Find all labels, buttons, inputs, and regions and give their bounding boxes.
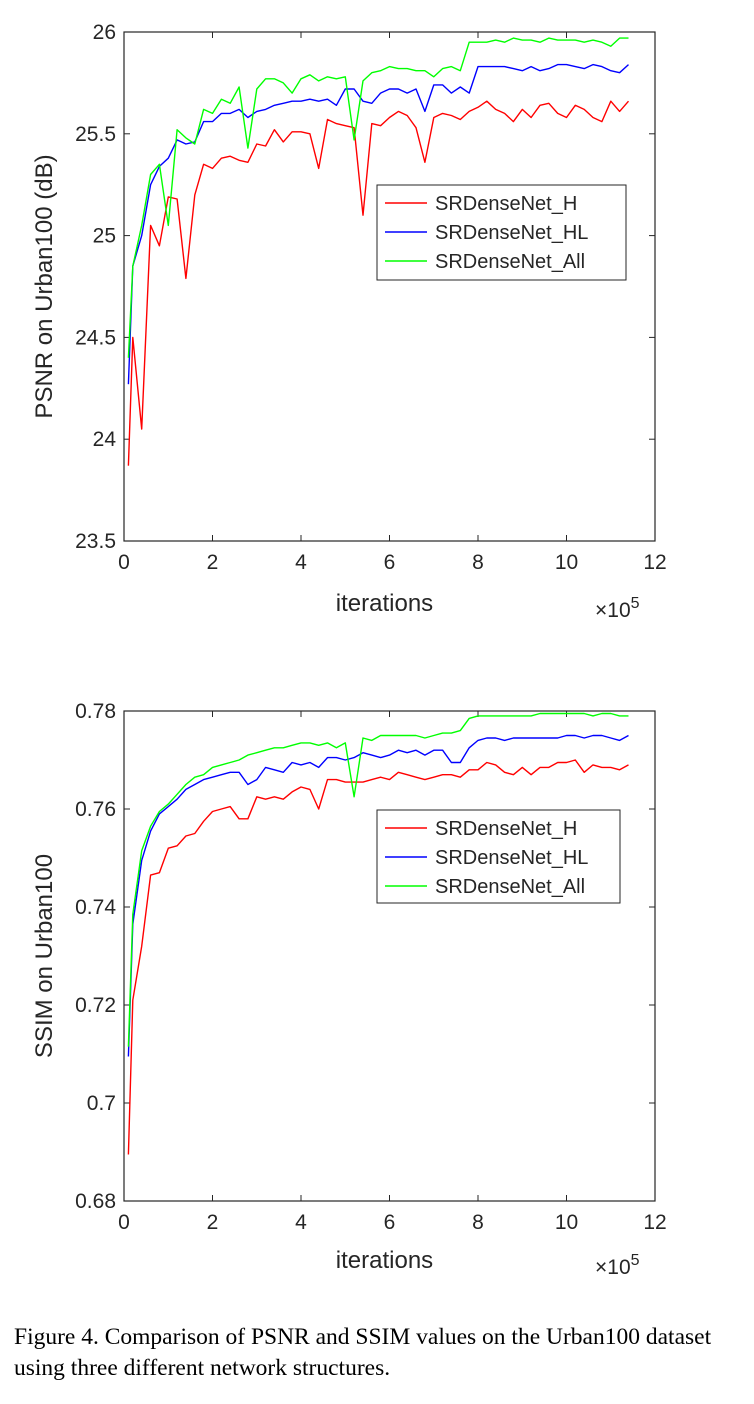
x-multiplier-label: ×105	[595, 1252, 640, 1279]
series-line-SRDenseNet_HL	[127, 63, 629, 385]
x-tick-label: 2	[207, 1211, 219, 1234]
figure-caption: Figure 4. Comparison of PSNR and SSIM va…	[14, 1324, 712, 1381]
y-tick-label: 0.72	[75, 994, 116, 1017]
plot-frame	[123, 31, 656, 542]
x-axis-label: iterations	[336, 1247, 433, 1274]
y-tick-label: 26	[93, 21, 116, 44]
series-line-SRDenseNet_HL	[127, 734, 629, 1057]
x-tick-label: 12	[643, 1211, 666, 1234]
x-axis-label: iterations	[336, 590, 433, 617]
x-tick-label: 10	[555, 551, 578, 574]
ssim-chart: 0 2 4 6 8 10 12 0.68 0.7 0.72 0.74 0.76 0.78 iteratio…	[31, 700, 667, 1279]
plot-frame	[123, 710, 656, 1202]
x-tick-label: 8	[472, 551, 484, 574]
x-tick-label: 12	[643, 551, 666, 574]
series-line-SRDenseNet_H	[127, 100, 630, 466]
x-tick-label: 0	[118, 551, 130, 574]
y-tick-label: 25	[93, 225, 116, 248]
legend-label-SRDenseNet_H: SRDenseNet_H	[435, 818, 577, 840]
legend-label-SRDenseNet_H: SRDenseNet_H	[435, 193, 577, 215]
x-tick-label: 2	[207, 551, 219, 574]
x-tick-label: 0	[118, 1211, 130, 1234]
y-axis-label: SSIM on Urban100	[31, 854, 58, 1058]
y-tick-label: 0.78	[75, 700, 116, 723]
y-tick-label: 24.5	[75, 326, 116, 349]
y-tick-label: 23.5	[75, 530, 116, 553]
x-multiplier-label: ×105	[595, 595, 640, 622]
x-tick-label: 6	[384, 551, 396, 574]
x-tick-label: 4	[295, 551, 307, 574]
legend-label-SRDenseNet_HL: SRDenseNet_HL	[435, 847, 588, 869]
series-line-SRDenseNet_All	[127, 37, 629, 358]
legend-label-SRDenseNet_HL: SRDenseNet_HL	[435, 222, 588, 244]
y-axis-label: PSNR on Urban100 (dB)	[31, 154, 58, 418]
y-tick-label: 0.74	[75, 896, 116, 919]
x-tick-label: 10	[555, 1211, 578, 1234]
x-tick-label: 4	[295, 1211, 307, 1234]
y-tick-label: 0.68	[75, 1190, 116, 1213]
y-tick-label: 0.7	[87, 1092, 116, 1115]
series-line-SRDenseNet_H	[127, 759, 629, 1155]
x-tick-label: 6	[384, 1211, 396, 1234]
psnr-chart: 0 2 4 6 8 10 1223.52424.52525.526iterationsPSN…	[31, 21, 667, 622]
legend-label-SRDenseNet_All: SRDenseNet_All	[435, 251, 585, 273]
series-line-SRDenseNet_All	[127, 712, 629, 1047]
y-tick-label: 24	[93, 428, 117, 451]
x-tick-label: 8	[472, 1211, 484, 1234]
legend-label-SRDenseNet_All: SRDenseNet_All	[435, 876, 585, 898]
y-tick-label: 25.5	[75, 123, 116, 146]
y-tick-label: 0.76	[75, 798, 116, 821]
